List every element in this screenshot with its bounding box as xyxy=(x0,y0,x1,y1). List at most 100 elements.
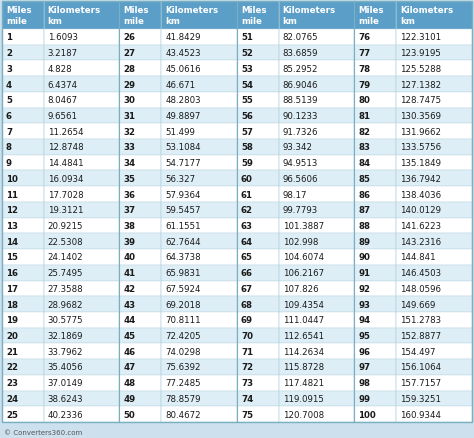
Text: 27.3588: 27.3588 xyxy=(47,284,83,293)
Bar xyxy=(161,46,237,61)
Text: 83.6859: 83.6859 xyxy=(283,49,318,58)
Text: 52: 52 xyxy=(241,49,253,58)
Text: 37: 37 xyxy=(124,206,136,215)
Text: 99.7793: 99.7793 xyxy=(283,206,318,215)
Bar xyxy=(119,202,161,218)
Text: 6: 6 xyxy=(6,112,12,121)
Bar xyxy=(2,187,44,202)
Text: 33.7962: 33.7962 xyxy=(47,347,83,356)
Text: 28: 28 xyxy=(124,65,136,74)
Bar xyxy=(279,312,355,328)
Text: 50: 50 xyxy=(124,410,135,419)
Text: 109.4354: 109.4354 xyxy=(283,300,324,309)
Text: Kilometers
km: Kilometers km xyxy=(165,6,218,26)
Bar xyxy=(396,218,472,234)
Text: 40.2336: 40.2336 xyxy=(47,410,83,419)
Text: 46: 46 xyxy=(124,347,136,356)
Text: 112.6541: 112.6541 xyxy=(283,331,324,340)
Bar xyxy=(119,406,161,422)
Text: 76: 76 xyxy=(358,33,371,42)
Text: 107.826: 107.826 xyxy=(283,284,318,293)
Text: 131.9662: 131.9662 xyxy=(400,127,441,136)
Bar xyxy=(279,140,355,155)
Text: 48: 48 xyxy=(124,378,136,387)
Text: 83: 83 xyxy=(358,143,371,152)
Text: 66: 66 xyxy=(241,268,253,278)
Bar xyxy=(44,312,119,328)
Bar xyxy=(237,359,279,375)
Text: 119.0915: 119.0915 xyxy=(283,394,323,403)
Text: 3: 3 xyxy=(6,65,12,74)
Bar xyxy=(2,202,44,218)
Bar xyxy=(355,171,396,187)
Text: 136.7942: 136.7942 xyxy=(400,174,441,184)
Bar xyxy=(237,93,279,108)
Text: 65: 65 xyxy=(241,253,253,262)
Text: 4: 4 xyxy=(6,80,12,89)
Text: 69.2018: 69.2018 xyxy=(165,300,201,309)
Bar xyxy=(119,155,161,171)
Text: 17: 17 xyxy=(6,284,18,293)
Text: 94.9513: 94.9513 xyxy=(283,159,318,168)
Text: 19: 19 xyxy=(6,316,18,325)
Bar xyxy=(2,375,44,391)
Text: 74: 74 xyxy=(241,394,253,403)
Text: 40: 40 xyxy=(124,253,136,262)
Bar xyxy=(44,344,119,359)
Bar xyxy=(2,250,44,265)
Bar xyxy=(44,93,119,108)
Text: 37.0149: 37.0149 xyxy=(47,378,83,387)
Bar xyxy=(119,30,161,46)
Text: 39: 39 xyxy=(124,237,136,246)
Text: 14: 14 xyxy=(6,237,18,246)
Bar xyxy=(119,46,161,61)
Bar xyxy=(44,281,119,297)
Bar xyxy=(237,406,279,422)
Text: Miles
mile: Miles mile xyxy=(124,6,149,26)
Bar xyxy=(161,391,237,406)
Bar xyxy=(161,30,237,46)
Bar xyxy=(161,218,237,234)
Text: 58: 58 xyxy=(241,143,253,152)
Bar xyxy=(119,171,161,187)
Bar xyxy=(44,155,119,171)
Bar xyxy=(44,30,119,46)
Bar xyxy=(161,250,237,265)
Bar xyxy=(161,234,237,250)
Bar xyxy=(396,328,472,344)
Text: 140.0129: 140.0129 xyxy=(400,206,441,215)
Bar xyxy=(2,30,44,46)
Text: 60: 60 xyxy=(241,174,253,184)
Text: 120.7008: 120.7008 xyxy=(283,410,324,419)
Text: 93.342: 93.342 xyxy=(283,143,313,152)
Bar xyxy=(119,61,161,77)
Bar xyxy=(279,187,355,202)
Text: Kilometers
km: Kilometers km xyxy=(47,6,101,26)
Text: 12.8748: 12.8748 xyxy=(47,143,83,152)
Text: 9: 9 xyxy=(6,159,12,168)
Text: Kilometers
km: Kilometers km xyxy=(400,6,453,26)
Bar xyxy=(396,281,472,297)
Text: 148.0596: 148.0596 xyxy=(400,284,441,293)
Bar xyxy=(44,375,119,391)
Bar xyxy=(237,46,279,61)
Text: 89: 89 xyxy=(358,237,371,246)
Bar xyxy=(161,77,237,93)
Bar xyxy=(119,297,161,312)
Bar xyxy=(396,108,472,124)
Bar xyxy=(396,93,472,108)
Bar xyxy=(161,2,237,30)
Bar xyxy=(237,375,279,391)
Text: 90.1233: 90.1233 xyxy=(283,112,318,121)
Bar xyxy=(237,297,279,312)
Text: 55: 55 xyxy=(241,96,253,105)
Bar xyxy=(237,155,279,171)
Text: 8: 8 xyxy=(6,143,12,152)
Text: 64.3738: 64.3738 xyxy=(165,253,201,262)
Text: 10: 10 xyxy=(6,174,18,184)
Bar xyxy=(119,328,161,344)
Bar xyxy=(237,108,279,124)
Text: 59: 59 xyxy=(241,159,253,168)
Bar xyxy=(44,187,119,202)
Text: Miles
mile: Miles mile xyxy=(358,6,384,26)
